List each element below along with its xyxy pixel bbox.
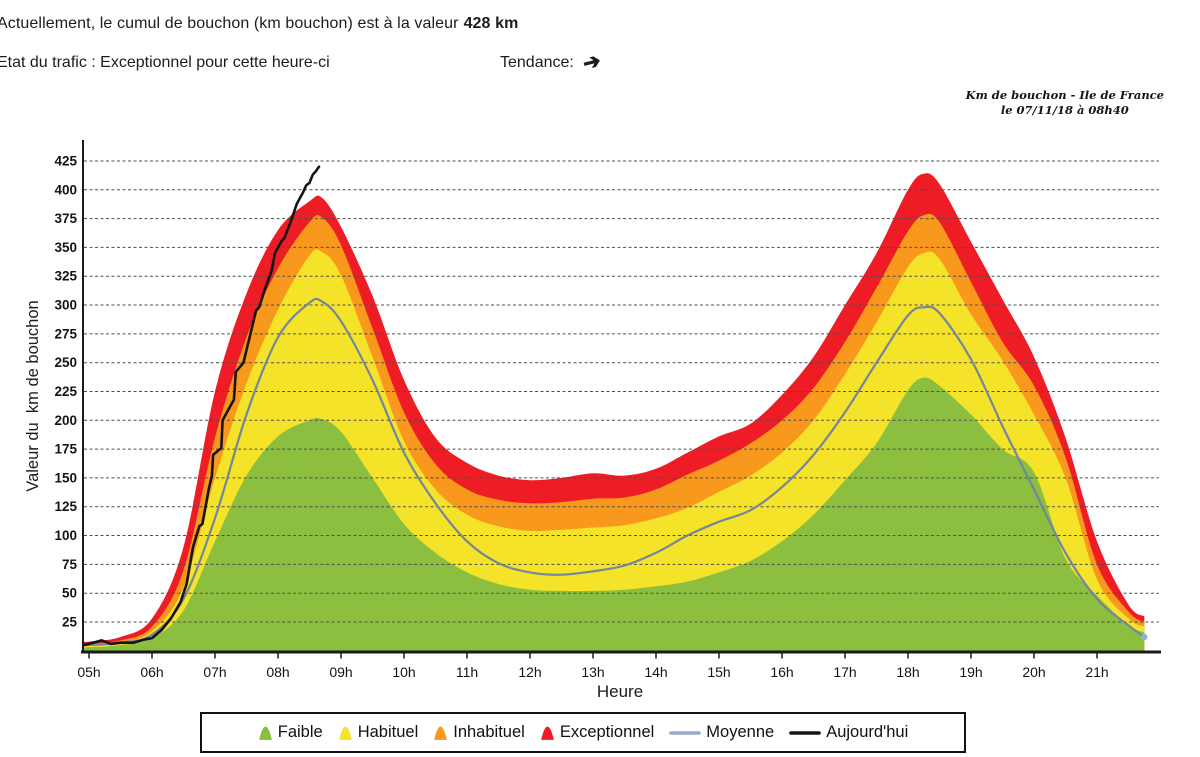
- y-tick-label: 50: [62, 586, 77, 601]
- x-tick-label: 05h: [77, 664, 100, 680]
- legend-marker-moyenne-icon: [669, 730, 702, 735]
- y-tick-label: 25: [62, 615, 78, 630]
- y-tick-label: 300: [54, 298, 77, 313]
- y-tick-label: 225: [54, 384, 77, 399]
- legend-item-inhabituel: Inhabituel: [433, 723, 525, 742]
- headline-text: Actuellement, le cumul de bouchon (km bo…: [0, 15, 459, 32]
- moyenne-line: [82, 297, 1146, 647]
- y-tick-label: 100: [54, 528, 77, 543]
- tendance: Tendance: ➔: [500, 49, 603, 76]
- y-tick-label: 425: [54, 154, 77, 169]
- y-tick-label: 150: [54, 470, 77, 485]
- y-tick-label: 200: [54, 413, 77, 428]
- x-tick-label: 21h: [1085, 664, 1108, 680]
- x-tick-label: 10h: [392, 664, 415, 680]
- legend-item-exceptionnel: Exceptionnel: [540, 723, 654, 742]
- y-tick-label: 175: [54, 442, 77, 457]
- headline-value: 428 km: [463, 15, 519, 32]
- x-tick-label: 17h: [833, 664, 856, 680]
- y-tick-label: 400: [54, 182, 77, 197]
- legend-marker-faible-icon: [258, 726, 272, 740]
- x-tick-label: 12h: [518, 664, 541, 680]
- area-faible: [84, 377, 1145, 651]
- headline: Actuellement, le cumul de bouchon (km bo…: [0, 15, 518, 33]
- y-tick-label: 75: [62, 557, 78, 572]
- x-tick-label: 08h: [266, 664, 289, 680]
- y-tick-label: 375: [54, 211, 77, 226]
- tendance-label: Tendance:: [500, 53, 574, 71]
- y-tick-label: 325: [54, 269, 77, 284]
- legend-item-habituel: Habituel: [338, 723, 419, 742]
- legend-label-habituel: Habituel: [357, 723, 419, 741]
- legend-marker-habituel-icon: [338, 726, 352, 740]
- legend-marker-inhabituel-icon: [434, 726, 448, 740]
- x-tick-label: 16h: [770, 664, 793, 680]
- x-tick-label: 07h: [203, 664, 226, 680]
- legend-label-exceptionnel: Exceptionnel: [559, 723, 655, 741]
- legend-label-moyenne: Moyenne: [706, 723, 775, 741]
- x-tick-label: 18h: [896, 664, 919, 680]
- x-tick-label: 13h: [581, 664, 604, 680]
- x-tick-label: 11h: [456, 664, 478, 680]
- x-axis-title: Heure: [597, 682, 643, 701]
- y-tick-label: 250: [54, 355, 77, 370]
- x-tick-label: 09h: [329, 664, 352, 680]
- y-tick-label: 125: [54, 499, 77, 514]
- legend-marker-aujourd-hui-icon: [789, 730, 821, 735]
- legend: Faible Habituel Inhabituel Exceptionnel Moye…: [200, 712, 966, 753]
- x-tick-label: 20h: [1022, 664, 1045, 680]
- legend-label-aujourd-hui: Aujourd'hui: [826, 723, 909, 741]
- status-line: Etat du trafic : Exceptionnel pour cette…: [0, 54, 330, 72]
- x-tick-label: 14h: [644, 664, 667, 680]
- legend-item-faible: Faible: [258, 723, 323, 742]
- status-text: Etat du trafic : Exceptionnel pour cette…: [0, 54, 330, 71]
- chart-subtitle: le 07/11/18 à 08h40: [1000, 103, 1129, 117]
- legend-label-faible: Faible: [277, 723, 323, 741]
- aujourdhui-line: [82, 165, 321, 647]
- x-tick-label: 06h: [140, 664, 163, 680]
- legend-label-inhabituel: Inhabituel: [453, 723, 525, 741]
- moyenne-end-dot: [1141, 633, 1148, 641]
- chart-title: Km de bouchon - Ile de France: [965, 88, 1164, 102]
- legend-item-moyenne: Moyenne: [669, 723, 774, 742]
- legend-item-aujourd-hui: Aujourd'hui: [789, 723, 908, 742]
- y-axis-title: Valeur du km de bouchon: [24, 300, 42, 491]
- y-tick-label: 275: [54, 326, 77, 341]
- legend-marker-exceptionnel-icon: [540, 726, 554, 740]
- x-tick-label: 19h: [959, 664, 982, 680]
- x-tick-label: 15h: [707, 664, 730, 680]
- y-tick-label: 350: [54, 240, 77, 255]
- chart-title-block: Km de bouchon - Ile de France le 07/11/1…: [966, 88, 1164, 118]
